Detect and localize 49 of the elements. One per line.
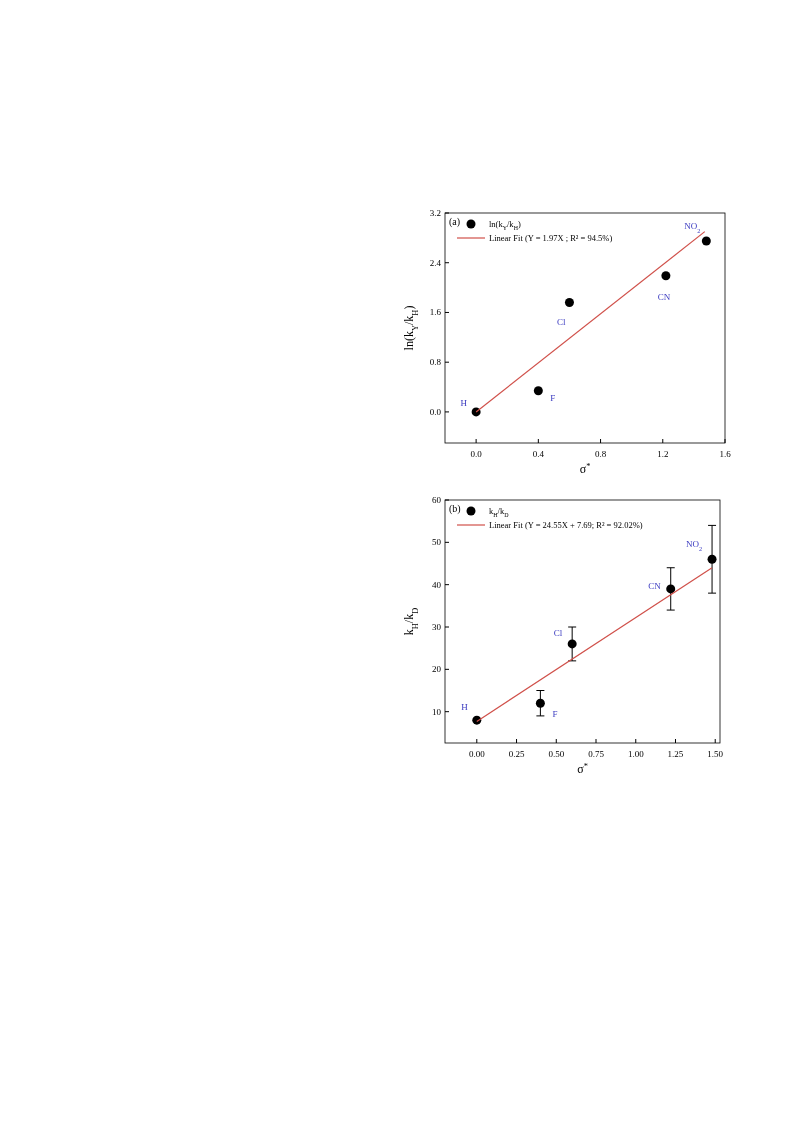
legend-label: k$_{H}$/k$_{D}$ <box>489 506 510 518</box>
y-tick-label: 3.2 <box>429 207 441 218</box>
x-tick-label: 0.0 <box>470 449 483 459</box>
x-axis-title: σ$^{*}$ <box>577 761 588 776</box>
y-tick-label: 0.8 <box>429 357 442 368</box>
x-tick-label: 0.8 <box>594 449 607 459</box>
annotation: Cl <box>553 627 563 638</box>
x-tick-label: 1.2 <box>657 449 669 459</box>
annotation: CN <box>648 580 662 591</box>
annotation: H <box>460 397 468 408</box>
annotation: NO$_{2}$ <box>685 539 703 552</box>
x-tick-label: 0.50 <box>548 749 565 759</box>
annotation: Cl <box>556 316 566 327</box>
point <box>567 639 577 649</box>
x-tick-label: 1.25 <box>667 749 684 759</box>
legend-label: Linear Fit (Y = 1.97X ; R² = 94.5%) <box>489 233 613 243</box>
point <box>707 554 717 564</box>
y-tick-label: 1.6 <box>429 307 442 318</box>
point <box>564 298 574 308</box>
point <box>701 236 711 246</box>
y-tick-label: 30 <box>432 621 442 632</box>
x-tick-label: 0.4 <box>532 449 545 459</box>
annotation: NO$_{2}$ <box>684 220 701 234</box>
y-tick-label: 50 <box>432 537 442 548</box>
point <box>661 271 671 281</box>
y-tick-label: 0.0 <box>429 406 442 417</box>
y-tick-label: 10 <box>432 706 442 717</box>
point <box>666 584 676 594</box>
chart-title: (a) <box>449 216 461 228</box>
legend-label: ln(k$_{Y}$/k$_{H}$) <box>489 219 521 231</box>
x-tick-label: 1.50 <box>707 749 724 759</box>
x-tick-label: 1.00 <box>627 749 645 759</box>
y-tick-label: 60 <box>432 494 442 505</box>
legend-label: Linear Fit (Y = 24.55X + 7.69; R² = 92.02%) <box>489 520 643 530</box>
y-tick-label: 2.4 <box>429 257 442 268</box>
annotation: H <box>461 702 469 713</box>
x-tick-label: 1.6 <box>719 449 732 459</box>
annotation: F <box>552 709 558 720</box>
x-tick-label: 0.00 <box>468 749 486 759</box>
x-axis-title: σ$^{*}$ <box>579 461 591 476</box>
chart-title: (b) <box>449 503 461 515</box>
y-tick-label: 20 <box>432 664 442 675</box>
point <box>535 698 545 708</box>
annotation: F <box>550 392 556 403</box>
x-tick-label: 0.75 <box>588 749 605 759</box>
annotation: CN <box>657 291 671 302</box>
x-tick-label: 0.25 <box>508 749 525 759</box>
point <box>533 386 543 396</box>
y-tick-label: 40 <box>432 579 442 590</box>
